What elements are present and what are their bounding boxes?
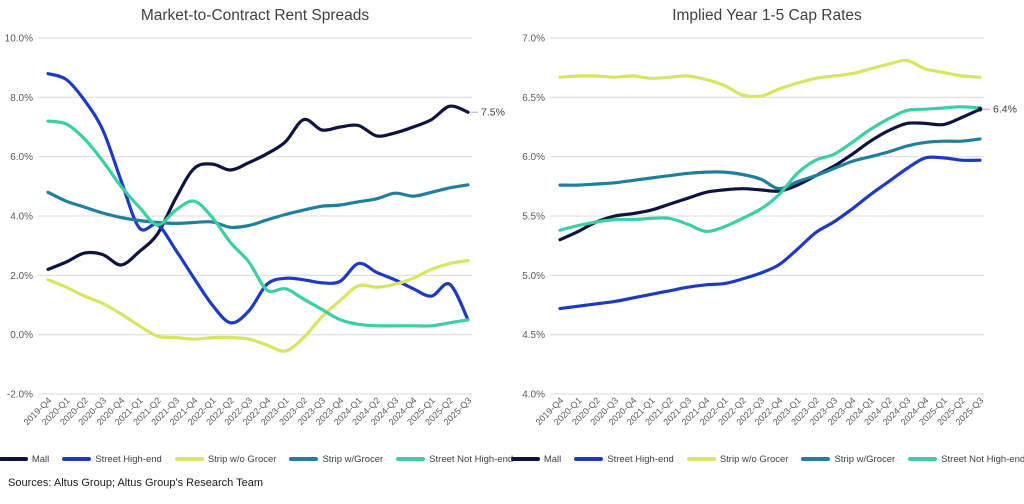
series-line-strip-w-grocer [46,183,470,230]
legend-item-strip-w-grocer: Strip w/Grocer [801,454,895,465]
y-axis-label: 8.0% [10,93,33,104]
y-axis-label: 7.0% [522,34,545,45]
legend-swatch [289,457,319,461]
legend: Mall Street High-end Strip w/o Grocer St… [0,450,513,468]
y-axis-label: 6.5% [522,93,545,104]
legend-label: Strip w/Grocer [834,453,896,465]
cap-rates-line-chart: Implied Year 1-5 Cap Rates 7.0% 6.5% 6.0% 5… [522,7,1017,427]
legend-label: Street Not High-end [429,453,514,465]
legend-swatch [62,457,92,461]
legend-swatch [686,457,716,461]
chart-title: Market-to-Contract Rent Spreads [141,7,370,24]
legend-item-mall: Mall [0,454,49,465]
series-line-strip-w-grocer [558,137,982,191]
y-axis-label: 4.0% [522,390,545,401]
rent-spreads-line-chart: Market-to-Contract Rent Spreads 10.0% 8.0… [5,7,505,427]
y-axis-label: 6.0% [10,152,33,163]
series-line-street-not-high-end [46,119,470,328]
legend-item-strip-wo-grocer: Strip w/o Grocer [686,453,789,465]
legend-swatch [174,457,204,461]
series-line-street-high-end [558,155,982,311]
y-axis-label: 2.0% [10,271,33,282]
charts-row: Market-to-Contract Rent Spreads 10.0% 8.0… [0,0,1024,468]
legend-label: Street High-end [607,453,674,465]
legend-swatch [396,457,426,461]
legend: Mall Street High-end Strip w/o Grocer St… [510,450,1024,468]
end-point-marker [977,106,983,112]
y-axis-label: 0.0% [10,330,33,341]
legend-swatch [0,457,28,461]
sources-note: Sources: Altus Group; Altus Group's Rese… [8,477,264,489]
series-line-street-not-high-end [558,105,982,234]
legend-label: Strip w/Grocer [322,453,384,465]
legend-item-street-high-end: Street High-end [574,454,674,465]
legend-item-strip-w-grocer: Strip w/Grocer [289,454,383,465]
legend-item-street-high-end: Street High-end [62,454,162,465]
legend-item-mall: Mall [510,453,562,465]
chart-panel-rent-spreads: Market-to-Contract Rent Spreads 10.0% 8.0… [0,0,513,468]
series-line-strip-w-o-grocer [46,258,470,353]
legend-item-street-not-high-end: Street Not High-end [908,454,1024,465]
legend-swatch [801,457,831,461]
y-axis-label: 4.5% [522,330,545,341]
series-line-mall [558,107,982,242]
end-value-label: 6.4% [993,104,1017,116]
chart-title: Implied Year 1-5 Cap Rates [672,7,862,24]
y-axis-label: 6.0% [522,152,545,163]
end-value-label: 7.5% [481,107,505,119]
legend-label: Street High-end [95,453,162,465]
legend-swatch [908,457,938,461]
series-line-strip-w-o-grocer [558,58,982,99]
y-axis-label: 5.5% [522,212,545,223]
chart-panel-cap-rates: Implied Year 1-5 Cap Rates 7.0% 6.5% 6.0% 5… [510,0,1024,468]
y-axis-label: -2.0% [7,390,33,401]
series-line-mall [46,104,470,271]
legend-label: Mall [31,453,50,465]
y-axis-label: 10.0% [5,34,33,45]
legend-swatch [510,457,540,461]
legend-swatch [574,457,604,461]
y-axis-label: 4.0% [10,212,33,223]
series-line-street-high-end [46,72,470,325]
legend-label: Street Not High-end [941,453,1024,465]
legend-label: Strip w/o Grocer [719,453,789,465]
y-axis-label: 5.0% [522,271,545,282]
legend-label: Strip w/o Grocer [207,453,277,465]
legend-label: Mall [543,453,562,465]
legend-item-strip-wo-grocer: Strip w/o Grocer [174,453,277,465]
legend-item-street-not-high-end: Street Not High-end [396,454,513,465]
